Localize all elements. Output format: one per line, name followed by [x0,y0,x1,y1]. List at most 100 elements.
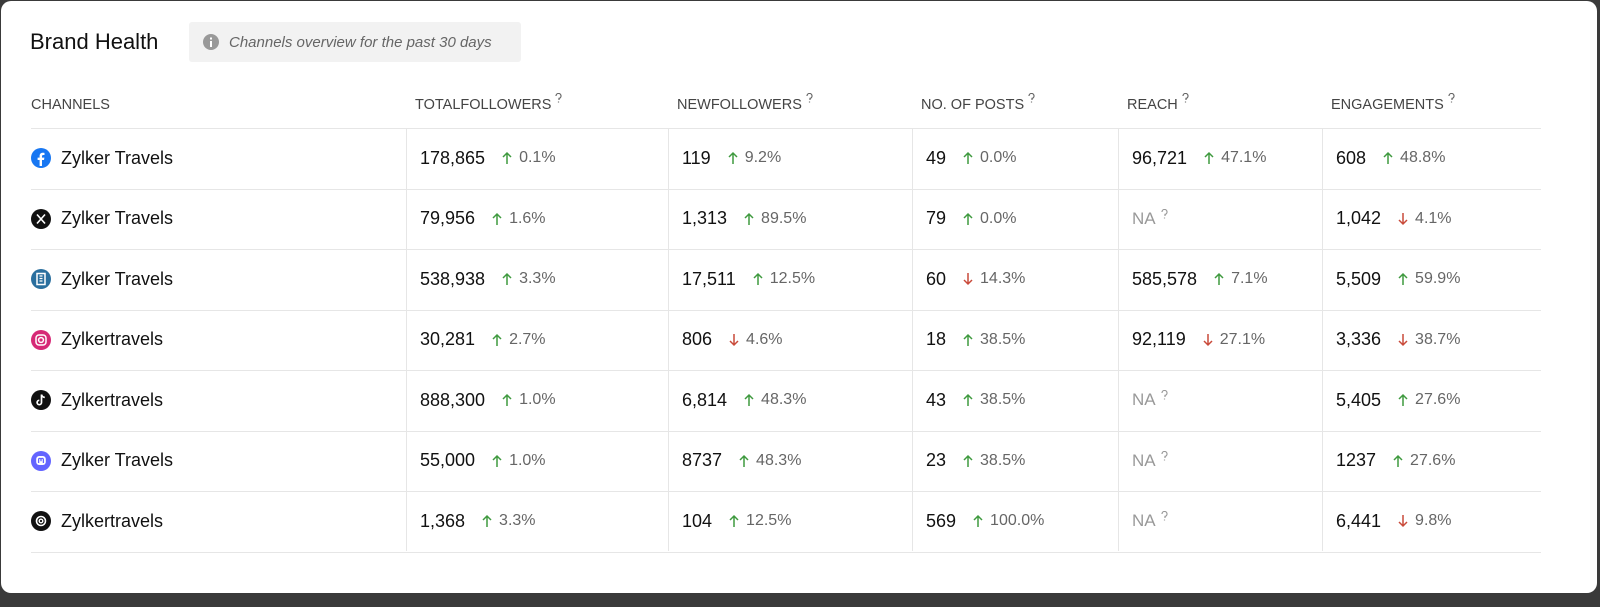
arrow-up-svg [1204,151,1214,164]
metric-change: 48.8% [1400,149,1446,166]
arrow-up [491,333,503,347]
arrow-up-svg [1383,151,1393,164]
network-icon [31,450,51,471]
metric-change: 38.5% [980,330,1026,348]
subtitle-badge: Channels overview for the past 30 days [189,22,521,62]
metric-value: 30,281 [420,329,476,349]
arrow-down-svg [729,333,739,346]
metric-value: 104 [682,510,713,531]
metric-change: 1.0% [509,451,546,469]
arrow-down-svg [1398,333,1408,346]
metric-change: 1.6% [509,209,546,227]
metric-value: 6,441 [1336,510,1382,531]
arrow-up [962,333,974,347]
column-header-text: NEWFOLLOWERS [677,97,802,113]
channel-name: Zylkertravels [61,389,164,410]
arrow-up-svg [502,393,512,406]
column-header: NEWFOLLOWERS [677,93,813,113]
metric-change: 27.1% [1219,330,1266,348]
help-icon-svg [1161,450,1168,460]
metric-change: 59.9% [1415,270,1461,287]
network-icon [31,329,51,350]
column-divider [406,128,407,551]
help-icon [806,93,813,103]
metric-value: 888,300 [420,389,486,410]
metric-change: 14.3% [980,270,1026,287]
column-header-text: NO. OF POSTS [921,97,1025,113]
title: Brand Health [30,29,159,54]
metric-cell: 49 0.0% [926,128,1017,188]
help-icon [1028,93,1035,103]
metric-cell: 17,511 12.5% [682,249,815,309]
help-icon-svg [1182,93,1189,103]
metric-change: 89.5% [761,209,807,227]
metric-change: 38.5% [980,391,1026,408]
arrow-up-svg [973,514,983,527]
metric-change: 3.3% [499,512,536,529]
metric-cell: 1,042 4.1% [1336,189,1452,249]
arrow-up-svg [492,333,502,346]
arrow-down [728,333,740,347]
not-available: NA [1132,450,1156,470]
arrow-up [1382,151,1394,165]
network-icon-svg [31,208,51,229]
row-divider [31,249,1541,250]
arrow-down [1397,333,1409,347]
metric-change: 0.0% [980,149,1017,166]
metric-cell: 569 100.0% [926,491,1044,551]
metric-value: 178,865 [420,147,486,168]
metric-cell: 5,405 27.6% [1336,370,1460,430]
network-icon-svg [31,450,51,471]
row-divider [31,370,1541,371]
metric-value: 119 [682,147,711,168]
metric-change: 12.5% [746,512,792,529]
help-icon [1182,93,1189,103]
metric-value: 79,956 [420,208,476,228]
help-icon-svg [1028,93,1035,103]
column-divider [1118,128,1119,551]
metric-cell: 1,313 89.5% [682,189,806,249]
metric-change: 48.3% [761,391,807,408]
metric-value: 5,509 [1336,268,1382,289]
arrow-up-svg [744,212,754,225]
arrow-up-svg [1214,272,1224,285]
column-header: REACH [1127,93,1189,113]
metric-change: 0.1% [519,149,556,166]
metric-value: 1237 [1336,450,1377,470]
metric-cell: 888,300 1.0% [420,370,556,430]
row-divider [31,551,1541,553]
metric-value: 1,313 [682,208,728,228]
column-header: CHANNELS [31,97,110,113]
metric-value: 55,000 [420,450,476,470]
arrow-up [962,454,974,468]
metric-value: 18 [926,329,947,349]
column-header-text: CHANNELS [31,97,110,113]
metric-change: 4.1% [1415,209,1452,227]
arrow-up-svg [492,454,502,467]
row-divider [31,430,1541,432]
metric-cell: 92,119 27.1% [1132,310,1265,370]
network-icon-svg [31,511,51,531]
arrow-up-svg [1393,454,1403,467]
metric-change: 38.7% [1415,330,1461,348]
arrow-down [1202,333,1214,347]
arrow-up [1213,272,1225,286]
arrow-up-svg [739,454,749,467]
not-available: NA [1132,511,1156,530]
arrow-up [501,393,513,407]
channel-cell: Zylker Travels [31,249,173,309]
arrow-up [743,212,755,226]
arrow-up [491,212,503,226]
arrow-up-svg [482,514,492,527]
channel-cell: Zylker Travels [31,189,173,249]
arrow-up [727,151,739,165]
arrow-up-svg [744,393,754,406]
metric-cell: 79,956 1.6% [420,189,546,249]
arrow-down-svg [1398,212,1408,225]
arrow-down [1397,514,1409,528]
metric-cell: 178,865 0.1% [420,128,556,188]
metric-cell: 8737 48.3% [682,431,801,491]
metric-change: 0.0% [980,209,1017,227]
metric-cell: 79 0.0% [926,189,1017,249]
help-icon-svg [1448,93,1455,103]
